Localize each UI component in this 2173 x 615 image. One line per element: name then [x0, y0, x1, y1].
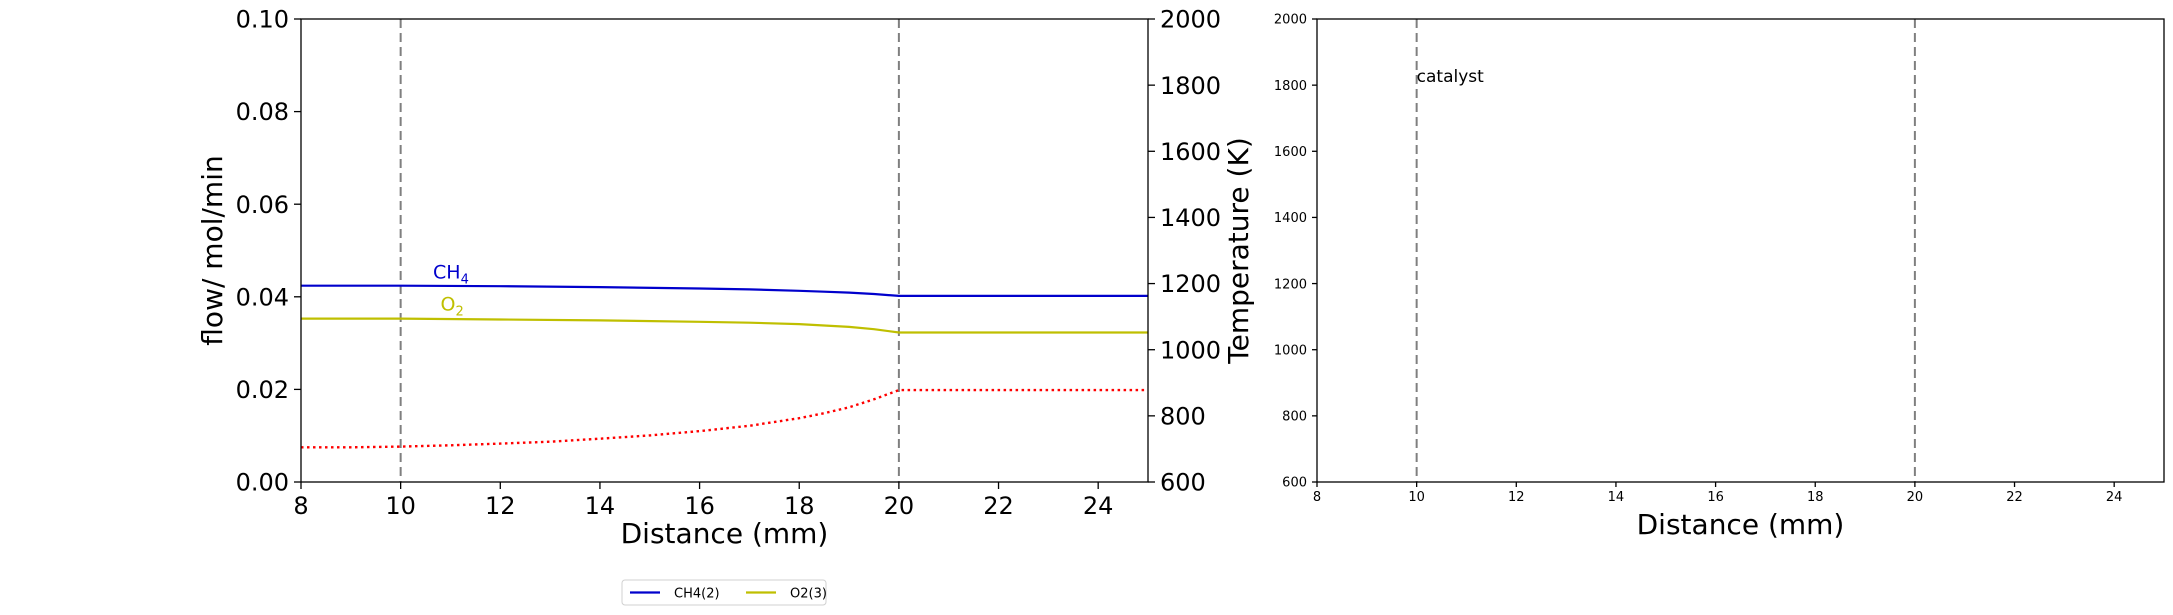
x-axis-label: Distance (mm)	[621, 517, 829, 550]
x-tick-label: 8	[1313, 490, 1321, 505]
x-tick-label: 14	[1608, 490, 1625, 505]
x-tick-label: 20	[884, 492, 915, 520]
y2-tick-label: 1800	[1160, 72, 1221, 100]
y2-tick-label: 1000	[1160, 336, 1221, 364]
y2-axis-label: Temperature (K)	[1222, 137, 1255, 364]
y2-tick-label: 1600	[1160, 138, 1221, 166]
legend-label: CH4(2)	[674, 587, 720, 602]
x-tick-label: 12	[1508, 490, 1525, 505]
plot-frame	[300, 18, 1149, 483]
x-tick-label: 22	[983, 492, 1014, 520]
y-axis-label: flow/ mol/min	[196, 155, 229, 345]
x-tick-label: 14	[585, 492, 616, 520]
series-line-temperature	[301, 388, 1148, 449]
annotation-subscript: 2	[455, 305, 463, 320]
x-tick-label: 16	[684, 492, 715, 520]
x-axis-label: Distance (mm)	[1637, 508, 1845, 541]
y2-tick-label: 600	[1160, 469, 1206, 497]
y-tick-label: 1000	[1274, 343, 1307, 358]
x-tick-label: 18	[784, 492, 815, 520]
annotation-text: O	[441, 294, 456, 316]
y-tick-label: 0.08	[236, 98, 289, 126]
annotation-subscript: 4	[461, 272, 469, 287]
y-tick-label: 1200	[1274, 277, 1307, 292]
annotation-text: CH	[433, 261, 461, 283]
x-tick-label: 12	[485, 492, 516, 520]
series-line-ch4-2-	[301, 284, 1148, 297]
x-tick-label: 20	[1907, 490, 1924, 505]
legend-label: O2(3)	[790, 587, 827, 602]
y-tick-label: 2000	[1274, 13, 1307, 28]
annotation-catalyst: catalyst	[1417, 67, 1484, 87]
legend: CH4(2) O2(3)	[621, 579, 827, 606]
chart-2: 8 10 12 14 16 18 20 22 24 600 800 1000 1200 1400 1600 1…	[1274, 13, 2165, 541]
y-tick-label: 1600	[1274, 145, 1307, 160]
y-tick-label: 600	[1282, 476, 1307, 491]
y2-tick-label: 2000	[1160, 6, 1221, 34]
plot-frame	[1316, 18, 2165, 483]
annotation-ch4: CH4	[433, 261, 469, 287]
x-tick-label: 22	[2006, 490, 2023, 505]
y2-tick-label: 800	[1160, 402, 1206, 430]
x-tick-label: 10	[1408, 490, 1425, 505]
legend-box	[621, 579, 827, 606]
x-tick-label: 18	[1807, 490, 1824, 505]
y-tick-label: 0.10	[236, 6, 289, 34]
x-tick-label: 16	[1707, 490, 1724, 505]
y2-tick-label: 1400	[1160, 204, 1221, 232]
y-tick-label: 0.02	[236, 376, 289, 404]
x-tick-label: 24	[2106, 490, 2123, 505]
annotation-o2: O2	[441, 294, 464, 320]
chart-1: 8 10 12 14 16 18 20 22 240.000.020.040.060.080.1…	[196, 6, 1255, 606]
y-tick-label: 1800	[1274, 79, 1307, 94]
x-tick-label: 24	[1083, 492, 1114, 520]
y-tick-label: 800	[1282, 410, 1307, 425]
y-tick-label: 1400	[1274, 211, 1307, 226]
y-tick-label: 0.00	[236, 469, 289, 497]
y2-tick-label: 1200	[1160, 270, 1221, 298]
x-tick-label: 10	[385, 492, 416, 520]
x-tick-label: 8	[293, 492, 308, 520]
y-tick-label: 0.04	[236, 283, 289, 311]
annotation-text: catalyst	[1417, 67, 1484, 87]
y-tick-label: 0.06	[236, 191, 289, 219]
series-line-o2-3-	[301, 317, 1148, 334]
